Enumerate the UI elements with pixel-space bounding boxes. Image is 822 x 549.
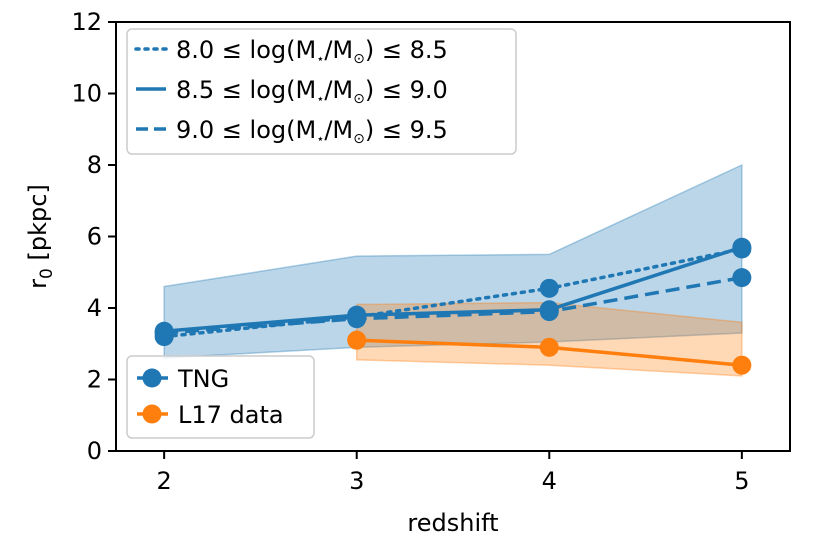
data-point: [732, 268, 752, 288]
series-lines: [162, 245, 744, 367]
legend-datasets: TNG L17 data: [126, 355, 315, 439]
series-markers: [154, 237, 752, 375]
y-tick-label: 8: [87, 151, 102, 179]
x-tick-label: 5: [734, 467, 749, 495]
legend-subscript-sun: ⊙: [353, 91, 365, 107]
series-line-0: [162, 247, 744, 339]
data-point: [732, 355, 752, 375]
legend-text-part: 8.0 ≤ log(M: [176, 36, 316, 64]
data-point: [539, 278, 559, 298]
x-tick-label: 3: [349, 467, 364, 495]
y-tick-label: 0: [87, 437, 102, 465]
legend-mass-bins-frame: [126, 28, 517, 155]
y-axis-label-unit: [pkpc]: [24, 184, 52, 268]
legend-mass-bins: 8.0 ≤ log(M⋆/M⊙) ≤ 8.58.5 ≤ log(M⋆/M⊙) ≤…: [126, 28, 517, 155]
legend-mass-bin-label: 8.0 ≤ log(M⋆/M⊙) ≤ 8.5: [176, 36, 448, 67]
legend-marker-sample: [142, 404, 162, 424]
legend-subscript-star: ⋆: [316, 132, 324, 147]
data-point: [347, 309, 367, 329]
x-axis-label: redshift: [407, 509, 498, 537]
legend-subscript-star: ⋆: [316, 52, 324, 67]
legend-subscript-star: ⋆: [316, 92, 324, 107]
x-tick-label: 4: [542, 467, 557, 495]
y-axis-label-subscript: 0: [37, 268, 57, 279]
legend-marker-sample: [142, 368, 162, 388]
legend-text-part: 9.0 ≤ log(M: [176, 116, 316, 144]
data-point: [347, 330, 367, 350]
data-point: [539, 302, 559, 322]
y-tick-label: 2: [87, 366, 102, 394]
data-point: [732, 237, 752, 257]
legend-text-part: ) ≤ 8.5: [365, 36, 448, 64]
legend-text-part: /M: [324, 36, 353, 64]
legend-text-part: /M: [324, 76, 353, 104]
legend-subscript-sun: ⊙: [353, 131, 365, 147]
y-tick-label: 12: [71, 8, 102, 36]
y-tick-label: 6: [87, 223, 102, 251]
legend-subscript-sun: ⊙: [353, 51, 365, 67]
axis-ticks: 2 3 4 5 0 2 4 6 8 10 12: [71, 8, 749, 495]
legend-text-part: /M: [324, 116, 353, 144]
legend-dataset-label: TNG: [177, 365, 229, 393]
tng-band: [163, 163, 743, 359]
x-tick-label: 2: [157, 467, 172, 495]
data-point: [539, 337, 559, 357]
series-line-1: [163, 245, 743, 333]
legend-datasets-frame: [126, 355, 315, 439]
y-tick-label: 4: [87, 294, 102, 322]
legend-text-part: 8.5 ≤ log(M: [176, 76, 316, 104]
legend-text-part: ) ≤ 9.0: [365, 76, 448, 104]
y-axis-label-main: r: [24, 279, 52, 289]
data-point: [154, 323, 174, 343]
legend-mass-bin-label: 8.5 ≤ log(M⋆/M⊙) ≤ 9.0: [176, 76, 448, 107]
legend-text-part: ) ≤ 9.5: [365, 116, 448, 144]
legend-dataset-label: L17 data: [178, 401, 284, 429]
series-line-2: [164, 275, 743, 335]
legend-mass-bin-label: 9.0 ≤ log(M⋆/M⊙) ≤ 9.5: [176, 116, 448, 147]
y-tick-label: 10: [71, 80, 102, 108]
y-axis-label: r0 [pkpc]: [24, 184, 57, 289]
